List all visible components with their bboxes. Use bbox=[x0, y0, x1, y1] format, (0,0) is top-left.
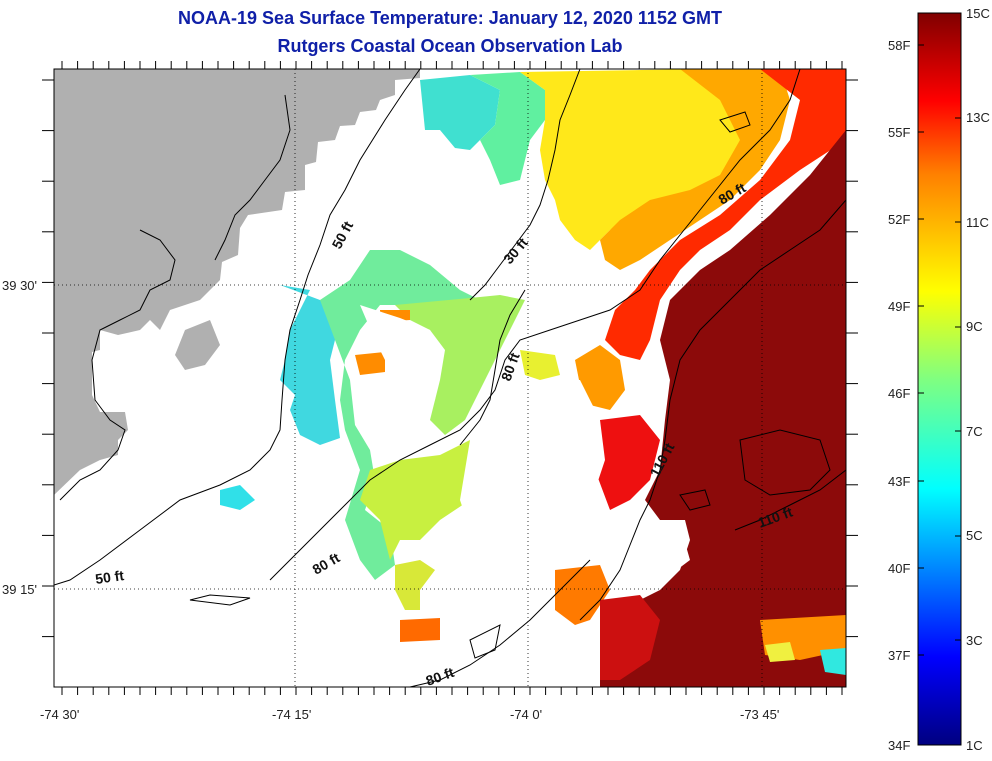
contour-misc bbox=[189, 594, 251, 606]
sst-cool-patch bbox=[470, 72, 545, 185]
cbar-f-label: 52F bbox=[888, 212, 910, 227]
cbar-c-label: 7C bbox=[966, 424, 983, 439]
sst-cool-patch bbox=[820, 648, 846, 675]
sst-orange-band bbox=[600, 69, 790, 270]
cbar-f-label: 46F bbox=[888, 386, 910, 401]
contour-80ft-south bbox=[409, 559, 591, 687]
contour-misc bbox=[739, 429, 831, 496]
lon-label: -74 30' bbox=[40, 707, 79, 722]
contour-50ft bbox=[54, 69, 421, 586]
colorbar-fahrenheit-labels: 58F 55F 52F 49F 46F 43F 40F 37F 34F bbox=[888, 38, 910, 753]
map-frame bbox=[53, 68, 847, 688]
cbar-c-label: 5C bbox=[966, 528, 983, 543]
cbar-f-label: 37F bbox=[888, 648, 910, 663]
cbar-f-label: 55F bbox=[888, 125, 910, 140]
sst-mid-patch bbox=[395, 295, 525, 435]
sst-mid-patch bbox=[520, 350, 560, 380]
no-data-gap bbox=[360, 305, 440, 425]
colorbar bbox=[917, 12, 962, 746]
axis-ticks bbox=[42, 61, 858, 695]
sst-yellow-band bbox=[520, 69, 750, 250]
land-mass bbox=[54, 69, 420, 495]
lon-label: -73 45' bbox=[740, 707, 779, 722]
no-data-gap bbox=[460, 440, 520, 530]
contour-80ft bbox=[269, 69, 801, 581]
map-title: NOAA-19 Sea Surface Temperature: January… bbox=[178, 8, 722, 28]
sst-cool-patch bbox=[220, 485, 255, 510]
sst-darkred-field bbox=[600, 130, 846, 687]
coastline bbox=[59, 229, 176, 501]
land-island bbox=[175, 320, 220, 370]
sst-mid-patch bbox=[395, 560, 435, 610]
coastline bbox=[214, 94, 291, 261]
land-inlet bbox=[150, 290, 180, 308]
cbar-c-label: 3C bbox=[966, 633, 983, 648]
lat-label: 39 15' bbox=[2, 582, 37, 597]
colorbar-celsius-labels: 15C 13C 11C 9C 7C 5C 3C 1C bbox=[966, 6, 990, 753]
contour-110ft bbox=[579, 199, 846, 621]
cbar-c-label: 13C bbox=[966, 110, 990, 125]
map-subtitle: Rutgers Coastal Ocean Observation Lab bbox=[277, 36, 623, 56]
sst-mid-patch bbox=[360, 440, 480, 560]
lon-label: -74 0' bbox=[510, 707, 542, 722]
cbar-f-label: 40F bbox=[888, 561, 910, 576]
contour-label: 50 ft bbox=[94, 567, 125, 587]
cbar-c-label: 9C bbox=[966, 319, 983, 334]
contour-misc bbox=[469, 624, 501, 659]
sst-yellow-patch bbox=[765, 642, 795, 662]
sst-warm-patch bbox=[355, 352, 385, 375]
graticule bbox=[54, 69, 846, 687]
cbar-c-label: 11C bbox=[966, 215, 989, 230]
sst-cool-patch bbox=[420, 75, 500, 150]
sst-red-band bbox=[605, 69, 846, 360]
sst-red-patch bbox=[600, 595, 660, 680]
no-data-gap bbox=[520, 380, 690, 575]
cbar-f-label: 43F bbox=[888, 474, 910, 489]
sst-red-patch bbox=[595, 415, 660, 510]
depth-contours bbox=[54, 69, 846, 687]
sst-warm-patch bbox=[400, 618, 440, 642]
cbar-c-label: 15C bbox=[966, 6, 990, 21]
lat-label: 39 30' bbox=[2, 278, 37, 293]
contour-misc bbox=[679, 489, 711, 511]
cbar-f-label: 58F bbox=[888, 38, 910, 53]
sst-cool-patch bbox=[320, 250, 480, 580]
contour-30ft bbox=[469, 69, 581, 301]
colorbar-ticks bbox=[918, 12, 961, 746]
latitude-labels: 39 30' 39 15' bbox=[2, 278, 37, 597]
sst-orange-patch bbox=[555, 565, 610, 625]
cbar-c-label: 1C bbox=[966, 738, 983, 753]
cbar-f-label: 34F bbox=[888, 738, 910, 753]
contour-110ft-south bbox=[734, 469, 846, 531]
cbar-f-label: 49F bbox=[888, 299, 910, 314]
contour-misc bbox=[459, 289, 526, 446]
contour-misc bbox=[719, 111, 751, 133]
longitude-labels: -74 30' -74 15' -74 0' -73 45' bbox=[40, 707, 779, 722]
lon-label: -74 15' bbox=[272, 707, 311, 722]
sst-orange-patch bbox=[575, 345, 625, 410]
